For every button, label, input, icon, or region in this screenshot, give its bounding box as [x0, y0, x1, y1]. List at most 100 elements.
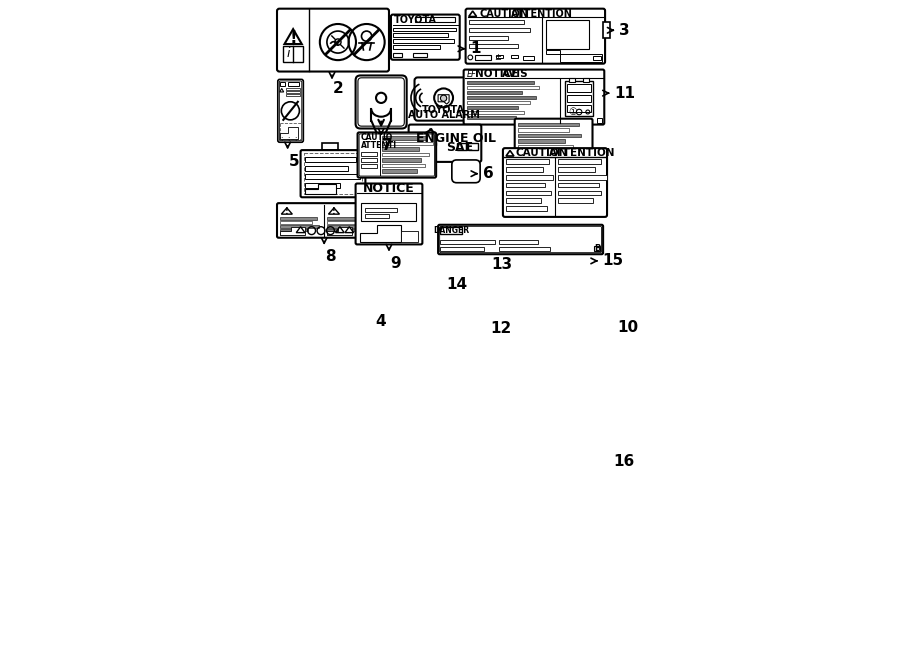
Bar	[280, 225, 319, 228]
Bar	[506, 199, 542, 203]
Bar	[469, 21, 524, 24]
Bar	[285, 91, 300, 93]
Text: 14: 14	[446, 277, 467, 292]
Bar	[518, 122, 579, 126]
Bar	[558, 175, 607, 179]
FancyBboxPatch shape	[503, 148, 607, 217]
Text: CAUTION: CAUTION	[516, 148, 568, 158]
Polygon shape	[550, 155, 590, 169]
Text: CAUTION: CAUTION	[480, 9, 528, 19]
Bar	[569, 78, 575, 81]
Polygon shape	[280, 127, 298, 139]
Text: E: E	[467, 70, 472, 79]
Bar	[415, 17, 454, 23]
Bar	[365, 214, 389, 218]
Text: :: :	[280, 136, 282, 142]
Bar	[506, 183, 545, 187]
Bar	[467, 81, 534, 83]
Text: SAE: SAE	[446, 141, 473, 154]
Bar	[598, 118, 602, 123]
Bar	[382, 164, 425, 167]
Bar	[467, 111, 524, 115]
Bar	[382, 148, 419, 151]
Text: :: :	[287, 136, 289, 142]
Text: ENGINE OIL: ENGINE OIL	[416, 132, 496, 145]
FancyBboxPatch shape	[279, 81, 302, 141]
Bar	[567, 85, 591, 91]
Polygon shape	[328, 226, 352, 236]
Bar	[285, 94, 300, 96]
Bar	[469, 36, 508, 40]
Text: 5: 5	[289, 154, 300, 169]
Polygon shape	[400, 230, 418, 242]
Text: DANGER: DANGER	[433, 226, 469, 235]
Bar	[518, 150, 561, 154]
Text: 13: 13	[491, 258, 513, 272]
Text: NOTICE: NOTICE	[474, 70, 518, 79]
Bar	[328, 232, 351, 236]
FancyBboxPatch shape	[356, 183, 422, 244]
Bar	[467, 106, 518, 109]
Text: 6: 6	[483, 166, 493, 181]
Bar	[304, 157, 356, 162]
Text: 7: 7	[382, 138, 393, 152]
Bar	[593, 56, 601, 60]
Bar	[499, 240, 538, 244]
FancyBboxPatch shape	[465, 9, 605, 64]
FancyBboxPatch shape	[515, 118, 592, 171]
Bar	[496, 55, 503, 58]
FancyBboxPatch shape	[415, 77, 473, 120]
Bar	[304, 183, 340, 188]
Bar	[546, 20, 590, 49]
Polygon shape	[603, 23, 610, 38]
FancyBboxPatch shape	[301, 150, 365, 197]
Text: NOTICE: NOTICE	[363, 182, 415, 195]
Polygon shape	[421, 137, 429, 146]
Bar	[303, 154, 363, 194]
Text: 4: 4	[375, 314, 386, 328]
Text: 9: 9	[391, 256, 401, 271]
Bar	[567, 105, 591, 112]
Bar	[506, 191, 551, 195]
Bar	[467, 91, 522, 94]
FancyBboxPatch shape	[277, 9, 389, 71]
Bar	[518, 144, 573, 148]
Bar	[506, 159, 549, 164]
Bar	[583, 78, 590, 81]
Bar	[393, 33, 448, 37]
Bar	[280, 123, 301, 139]
Text: ATTENTI: ATTENTI	[361, 141, 397, 150]
Bar	[382, 136, 427, 140]
Bar	[506, 167, 544, 171]
Text: F: F	[471, 70, 475, 79]
Bar	[469, 44, 518, 48]
Bar	[304, 166, 347, 171]
Circle shape	[440, 95, 446, 101]
Text: 3: 3	[619, 23, 630, 38]
Polygon shape	[359, 225, 400, 242]
FancyBboxPatch shape	[464, 70, 604, 124]
Bar	[280, 232, 303, 236]
Polygon shape	[322, 143, 338, 150]
Bar	[393, 53, 401, 57]
Bar	[518, 161, 559, 165]
Bar	[558, 167, 595, 171]
Polygon shape	[438, 95, 449, 104]
Bar	[288, 82, 300, 86]
Text: AVIS: AVIS	[502, 70, 529, 79]
Bar	[467, 96, 536, 99]
Bar	[280, 221, 311, 224]
FancyBboxPatch shape	[391, 15, 460, 60]
Text: 15: 15	[603, 254, 624, 268]
Text: ±: ±	[494, 53, 501, 62]
Text: 10: 10	[617, 320, 638, 335]
Bar	[304, 175, 359, 179]
Bar	[440, 247, 483, 252]
Text: 12: 12	[491, 321, 511, 336]
Bar	[467, 85, 539, 89]
Bar	[412, 53, 427, 57]
Bar	[467, 101, 529, 104]
Text: 11: 11	[615, 85, 635, 101]
Bar	[280, 82, 285, 86]
Bar	[499, 247, 550, 252]
